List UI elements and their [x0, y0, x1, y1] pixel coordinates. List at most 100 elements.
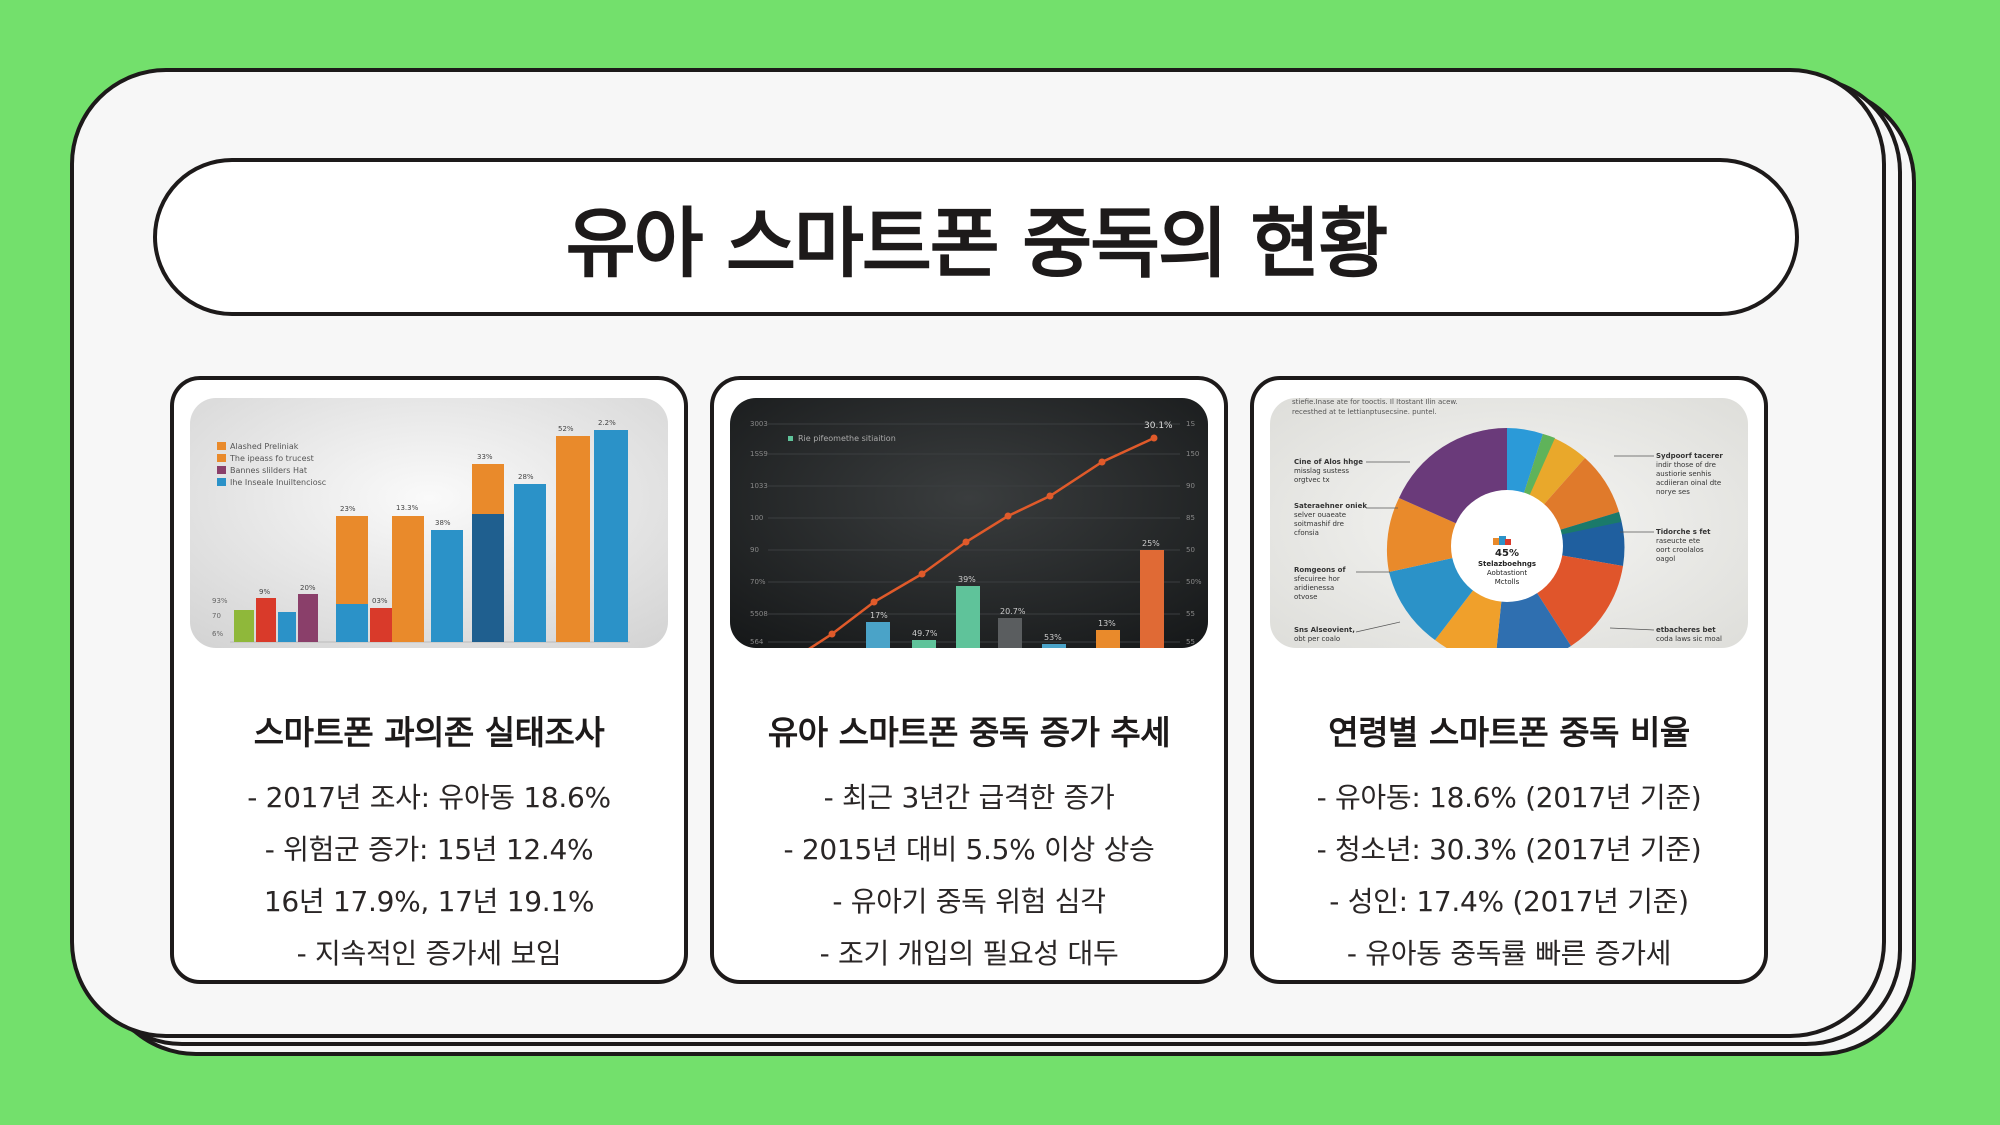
left-note: Cine of Alos hhge [1294, 458, 1363, 466]
trend-chart-illustration: Rie pifeomethe sitiaition 3003 1SS9 1033… [730, 398, 1208, 648]
right-note: acdiieran oinal dte [1656, 479, 1721, 487]
bar-chart-illustration: Alashed Preliniak The ipeass fo trucest … [190, 398, 668, 648]
left-note: aridienessa [1294, 584, 1334, 592]
bar-label-8: 28% [518, 473, 534, 481]
left-note: sfecuiree hor [1294, 575, 1340, 583]
legend-text-1: Alashed Preliniak [230, 442, 299, 451]
y-tick-right: 85 [1186, 514, 1195, 522]
right-note: indir those of dre [1656, 461, 1716, 469]
y-tick-left: 100 [750, 514, 763, 522]
bullet-line: - 유아동: 18.6% (2017년 기준) [1316, 781, 1702, 814]
bullet-line: 16년 17.9%, 17년 19.1% [263, 885, 595, 918]
axis-tick-1: 93% [212, 597, 228, 605]
y-tick-right: 50% [1186, 578, 1202, 586]
y-tick-right: 1S [1186, 420, 1195, 428]
card-bullet-list: - 유아동: 18.6% (2017년 기준) - 청소년: 30.3% (20… [1254, 772, 1764, 980]
card-heading: 스마트폰 과의존 실태조사 [253, 713, 605, 752]
bullet-line: - 최근 3년간 급격한 증가 [823, 781, 1115, 814]
y-tick-left: 564 [750, 638, 764, 646]
left-note: Romgeons of [1294, 566, 1346, 574]
y-tick-left: 1033 [750, 482, 768, 490]
bar-label: 53% [1044, 633, 1062, 642]
bullet-line: - 2017년 조사: 유아동 18.6% [247, 781, 611, 814]
bar-label: 49.7% [912, 629, 938, 638]
y-tick-right: 55 [1186, 610, 1195, 618]
bullet-line: - 위험군 증가: 15년 12.4% [264, 833, 594, 866]
bar-chart-image: Alashed Preliniak The ipeass fo trucest … [190, 398, 668, 648]
left-note: soitmashif dre [1294, 520, 1344, 528]
card-heading: 연령별 스마트폰 중독 비율 [1328, 713, 1690, 752]
axis-tick-2: 70 [212, 612, 221, 620]
y-tick-right: 50 [1186, 546, 1195, 554]
bar-label-9: 52% [558, 425, 574, 433]
bullet-line: - 유아동 중독률 빠른 증가세 [1346, 937, 1672, 970]
bar-label: 13% [1098, 619, 1116, 628]
bullet-line: - 청소년: 30.3% (2017년 기준) [1316, 833, 1702, 866]
right-note: etbacheres bet [1656, 626, 1716, 634]
title-banner: 유아 스마트폰 중독의 현황 [153, 158, 1799, 316]
left-note: obt per coalo [1294, 635, 1340, 643]
header-text: recesthed at te lettianptusecsine. punte… [1292, 408, 1437, 416]
pie-chart-illustration: stiefie.Inase ate for tooctis. Il Itosta… [1270, 398, 1748, 648]
y-tick-left: 1SS9 [750, 450, 768, 458]
peak-label: 30.1% [1144, 421, 1173, 431]
center-label: Stelazboehngs [1478, 560, 1536, 568]
bar-label-1: 9% [259, 588, 270, 596]
y-tick-right: 55 [1186, 638, 1195, 646]
card-trend: Rie pifeomethe sitiaition 3003 1SS9 1033… [710, 376, 1228, 984]
y-tick-right: 90 [1186, 482, 1195, 490]
right-note: Sydpoorf tacerer [1656, 452, 1723, 460]
bar-label-3: 23% [340, 505, 356, 513]
bar-label: 25% [1142, 539, 1160, 548]
card-age-ratio: stiefie.Inase ate for tooctis. Il Itosta… [1250, 376, 1768, 984]
card-bullet-list: - 최근 3년간 급격한 증가 - 2015년 대비 5.5% 이상 상승 - … [714, 772, 1224, 980]
bullet-line: - 유아기 중독 위험 심각 [832, 885, 1106, 918]
right-note: coda laws sic moal [1656, 635, 1722, 643]
bar-label-6: 38% [435, 519, 451, 527]
center-label: Aobtastiont [1487, 569, 1527, 577]
bar-label-4: 13.3% [396, 504, 419, 512]
bullet-line: - 지속적인 증가세 보임 [296, 937, 562, 970]
y-tick-right: 150 [1186, 450, 1199, 458]
right-note: norye ses [1656, 488, 1690, 496]
card-heading: 유아 스마트폰 중독 증가 추세 [767, 713, 1171, 752]
left-note: cfonsia [1294, 529, 1319, 537]
left-note: orgtvec tx [1294, 476, 1330, 484]
left-note: Sns Alseovient, [1294, 626, 1355, 634]
right-note: oort croolalos [1656, 546, 1704, 554]
y-tick-left: 70% [750, 578, 766, 586]
bullet-line: - 성인: 17.4% (2017년 기준) [1329, 885, 1689, 918]
left-note: otvose [1294, 593, 1317, 601]
right-note: oagol [1656, 555, 1675, 563]
axis-tick-3: 6% [212, 630, 223, 638]
bar-label: 20.7% [1000, 607, 1026, 616]
trend-chart-image: Rie pifeomethe sitiaition 3003 1SS9 1033… [730, 398, 1208, 648]
y-tick-left: 90 [750, 546, 759, 554]
center-percent: 45% [1495, 548, 1519, 559]
y-tick-left: 5508 [750, 610, 768, 618]
legend-text-4: Ihe Inseale Inuiltenciosc [230, 478, 326, 487]
bar-label-2: 20% [300, 584, 316, 592]
center-label: Mctolls [1495, 578, 1520, 586]
left-note: Sateraehner oniek [1294, 502, 1367, 510]
right-note: austiorie senhis [1656, 470, 1711, 478]
y-tick-left: 3003 [750, 420, 768, 428]
bar-label-7: 33% [477, 453, 493, 461]
legend-text-2: The ipeass fo trucest [229, 454, 314, 463]
bar-label-5: 03% [372, 597, 388, 605]
pie-chart-image: stiefie.Inase ate for tooctis. Il Itosta… [1270, 398, 1748, 648]
bullet-line: - 2015년 대비 5.5% 이상 상승 [783, 833, 1155, 866]
bar-label: 39% [958, 575, 976, 584]
page-title: 유아 스마트폰 중독의 현황 [565, 199, 1388, 288]
left-note: selver ouaeate [1294, 511, 1346, 519]
right-note: Tidorche s fet [1656, 528, 1711, 536]
bar-label: 17% [870, 611, 888, 620]
legend-text-3: Bannes slilders Hat [230, 466, 307, 475]
chart-legend: Rie pifeomethe sitiaition [798, 434, 896, 443]
bullet-line: - 조기 개입의 필요성 대두 [819, 937, 1119, 970]
bar-label-10: 2.2% [598, 419, 616, 427]
left-note: misslag sustess [1294, 467, 1349, 475]
card-survey: Alashed Preliniak The ipeass fo trucest … [170, 376, 688, 984]
right-note: raseucte ete [1656, 537, 1700, 545]
card-bullet-list: - 2017년 조사: 유아동 18.6% - 위험군 증가: 15년 12.4… [174, 772, 684, 980]
